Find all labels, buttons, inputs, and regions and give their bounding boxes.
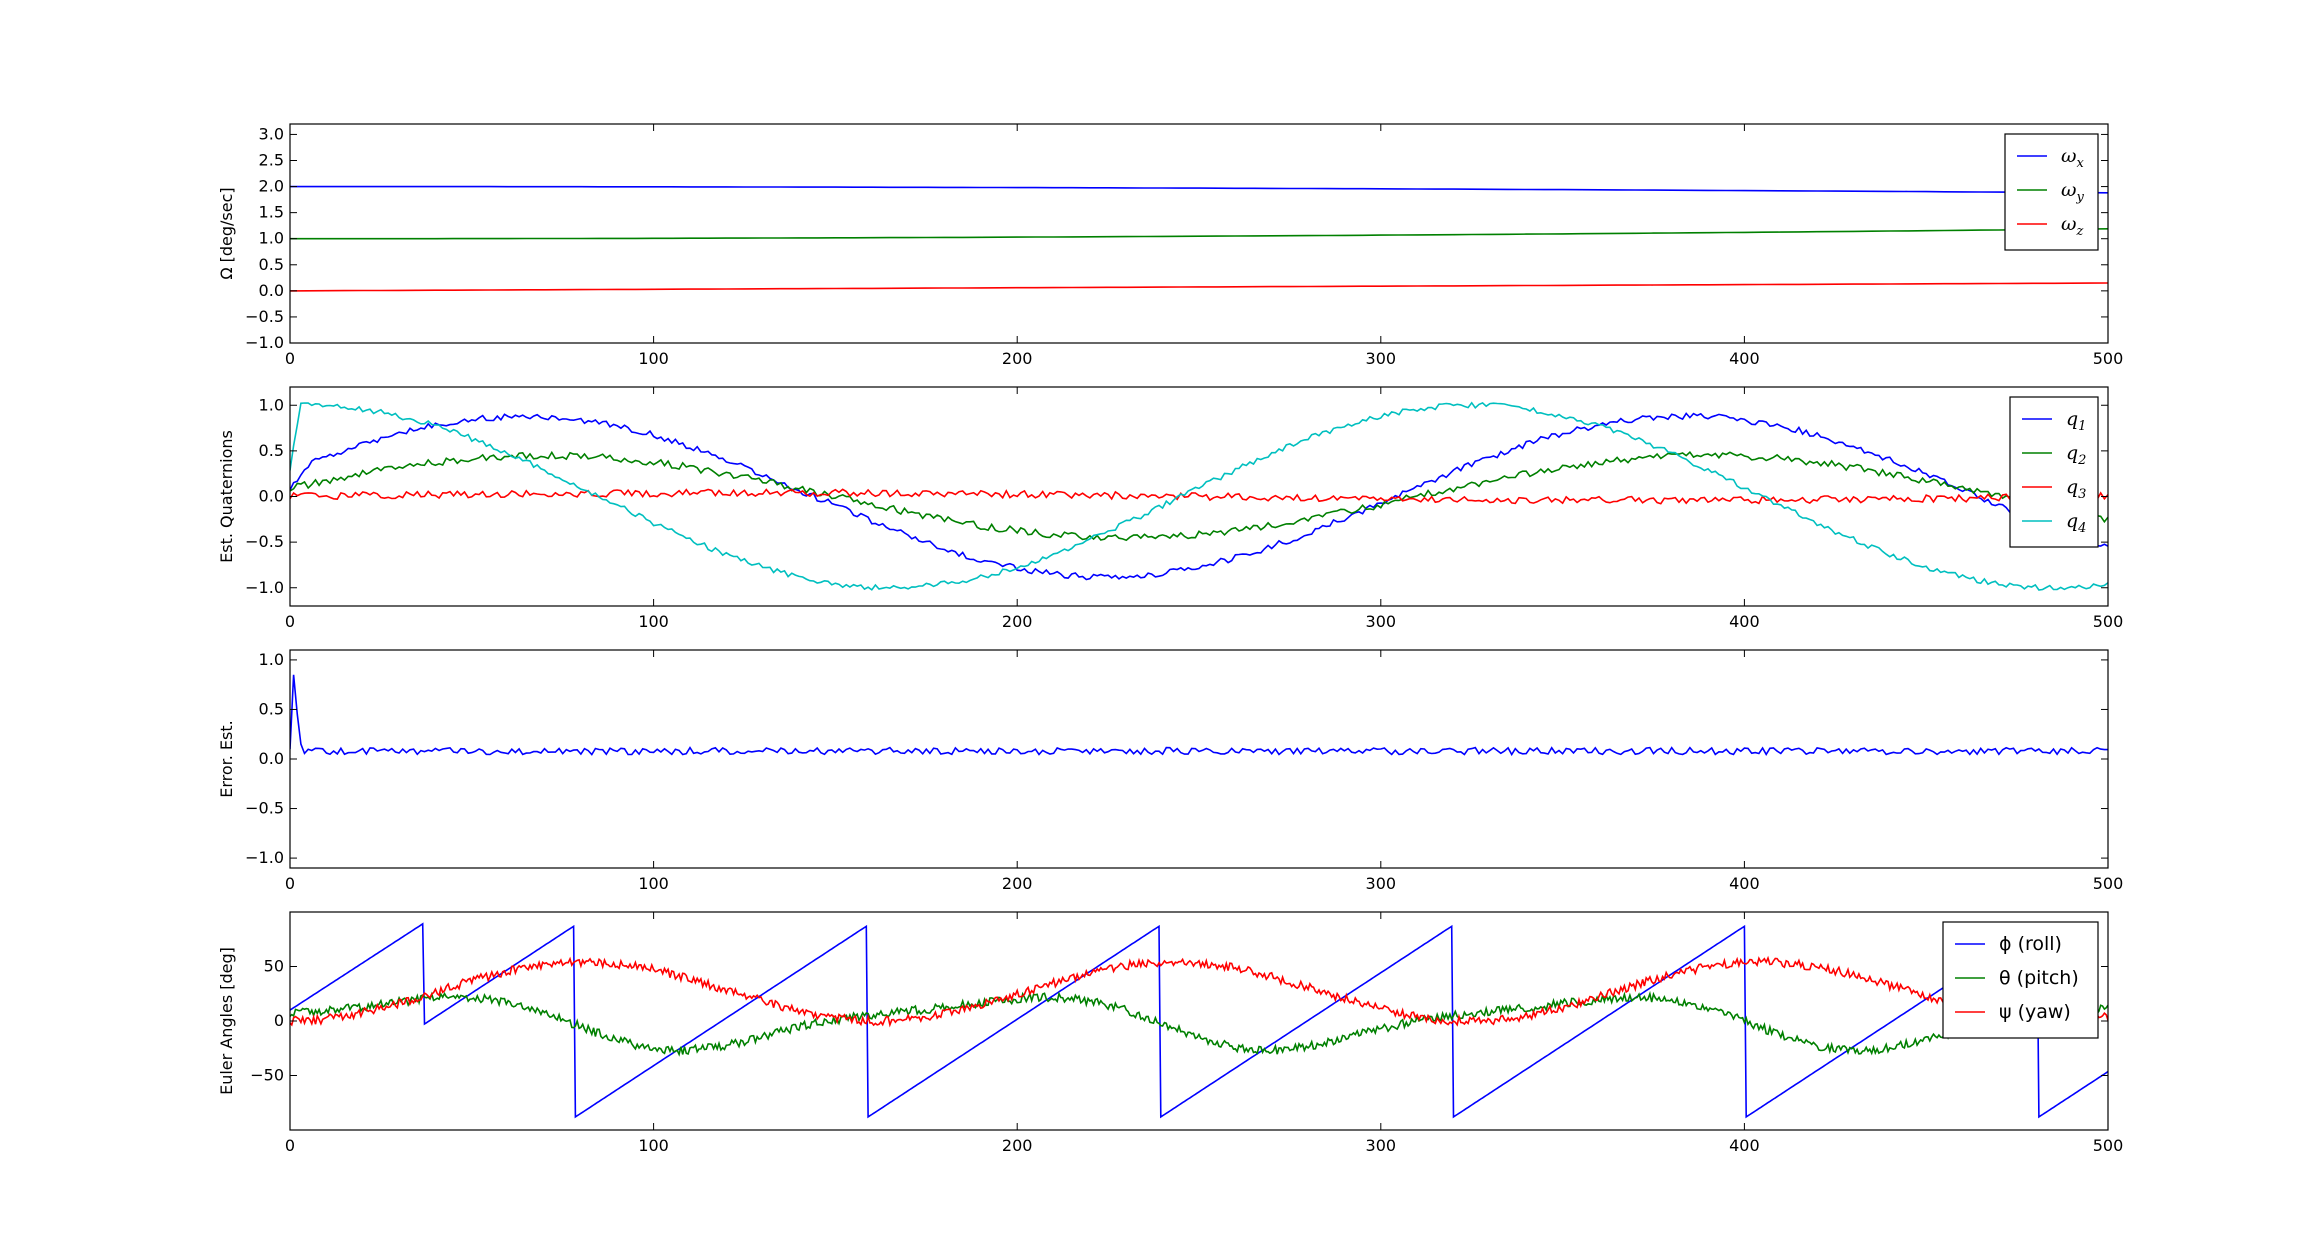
y-tick-label: 3.0 [259,124,284,143]
y-axis-label-quaternions: Est. Quaternions [217,430,236,563]
legend-label: q1 [2066,408,2086,434]
series-line-euler-0 [290,922,2108,1119]
panel-quaternions: 0 100 200 300 400 500 −1.0 −0.5 0.0 0.5 1.0 Est. Qu… [217,386,2124,631]
x-tick-label: 300 [1366,1136,1397,1155]
legend-label: θ (pitch) [1999,967,2079,989]
legend-label: ϕ (roll) [1999,933,2062,955]
legend-label: ψ (yaw) [1999,1001,2071,1023]
series-line-euler-1 [290,990,2108,1057]
y-tick-label: 0.5 [259,699,284,718]
series-line-quaternions-2 [290,488,2108,505]
x-tick-label: 0 [285,349,295,368]
legend-euler: ϕ (roll) θ (pitch) ψ (yaw) [1942,921,2099,1039]
legend-box [2004,133,2099,251]
series-group-euler [290,922,2108,1119]
y-tick-label: 0.0 [259,749,284,768]
x-tick-label: 300 [1366,349,1397,368]
legend-label: ωy [2061,179,2085,205]
series-line-error-0 [290,674,2108,757]
y-tick-label: 1.0 [259,650,284,669]
x-tick-label: 500 [2093,612,2124,631]
legend-box [2009,396,2099,548]
legend-label: ωz [2061,213,2084,239]
y-tick-label: −0.5 [245,532,284,551]
y-axis-label-omega: Ω [deg/sec] [217,187,236,279]
x-tick-label: 0 [285,612,295,631]
x-tick-label: 100 [638,612,669,631]
y-tick-label: 1.5 [259,203,284,222]
x-tick-label: 500 [2093,874,2124,893]
series-group-omega [290,185,2108,292]
x-tick-label: 500 [2093,349,2124,368]
y-axis-label-euler: Euler Angles [deg] [217,947,236,1095]
y-tick-label: 2.0 [259,177,284,196]
series-line-omega-1 [290,228,2108,240]
y-tick-label: 2.5 [259,151,284,170]
y-tick-label: −1.0 [245,848,284,867]
series-group-quaternions [290,401,2108,591]
y-tick-label: −50 [250,1066,284,1085]
y-tick-label: −0.5 [245,799,284,818]
x-tick-label: 400 [1729,874,1760,893]
series-line-quaternions-3 [290,401,2108,591]
legend-quaternions: q1 q2 q3 q4 [2009,396,2099,548]
y-tick-label: 0.5 [259,255,284,274]
x-tick-label: 200 [1002,612,1033,631]
y-tick-label: 0.0 [259,281,284,300]
x-tick-label: 0 [285,874,295,893]
y-tick-label: 0 [274,1011,284,1030]
series-group-error [290,674,2108,757]
legend-label: q4 [2066,510,2086,536]
x-tick-label: 0 [285,1136,295,1155]
x-tick-label: 300 [1366,612,1397,631]
x-tick-label: 100 [638,349,669,368]
y-tick-label: −1.0 [245,333,284,352]
y-tick-label: 0.5 [259,441,284,460]
y-tick-label: 50 [264,957,284,976]
panel-euler: 0 100 200 300 400 500 −50 0 50 Euler Angles [deg]… [217,911,2124,1155]
x-tick-label: 400 [1729,349,1760,368]
panel-error: 0 100 200 300 400 500 −1.0 −0.5 0.0 0.5 1.0 Error. … [217,649,2124,893]
x-tick-label: 500 [2093,1136,2124,1155]
y-tick-label: 1.0 [259,395,284,414]
series-line-quaternions-0 [290,412,2108,581]
y-tick-label: 0.0 [259,487,284,506]
series-line-quaternions-1 [290,450,2108,542]
y-tick-label: −1.0 [245,578,284,597]
x-tick-label: 200 [1002,349,1033,368]
y-axis-label-error: Error. Est. [217,720,236,798]
y-tick-label: 1.0 [259,229,284,248]
series-line-euler-2 [290,955,2108,1028]
y-tick-label: −0.5 [245,307,284,326]
x-tick-label: 200 [1002,874,1033,893]
x-tick-label: 200 [1002,1136,1033,1155]
legend-omega: ωx ωy ωz [2004,133,2099,251]
axes-frame-omega [289,123,2109,344]
x-tick-label: 400 [1729,1136,1760,1155]
x-tick-label: 100 [638,874,669,893]
legend-label: q2 [2066,442,2086,468]
x-tick-label: 400 [1729,612,1760,631]
series-line-omega-0 [290,185,2108,194]
legend-label: q3 [2066,476,2086,502]
series-line-omega-2 [290,282,2108,292]
x-tick-label: 300 [1366,874,1397,893]
panel-omega: 0 100 200 300 400 500 −1.0 −0.5 0.0 0.5 1.0 1.5 2.0 2… [217,123,2124,368]
x-tick-label: 100 [638,1136,669,1155]
legend-label: ωx [2061,145,2085,171]
legend-box [1942,921,2099,1039]
